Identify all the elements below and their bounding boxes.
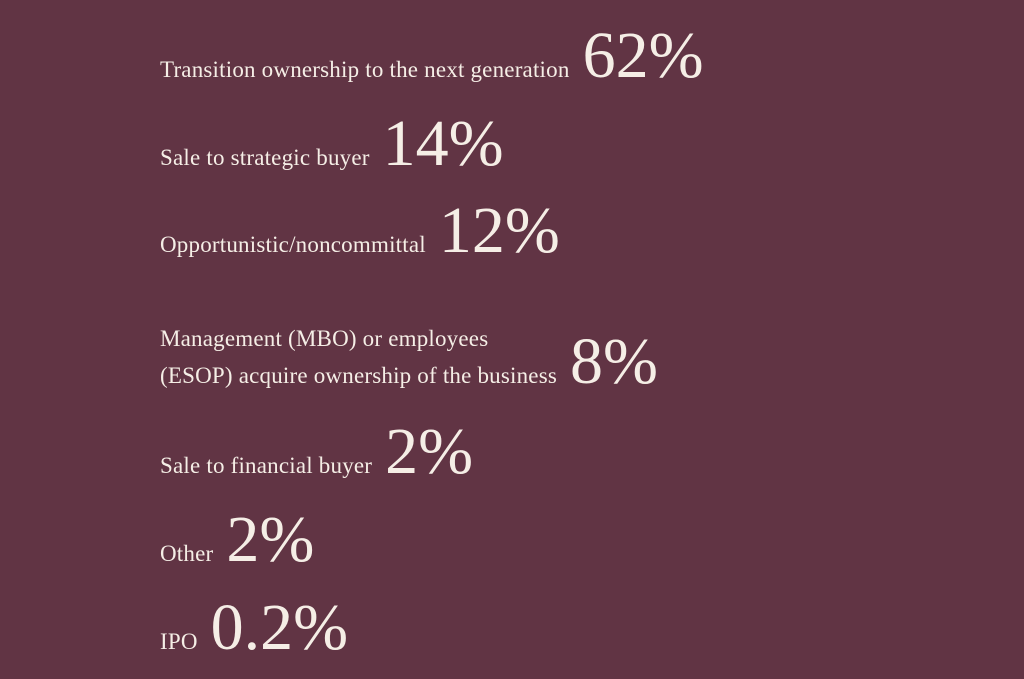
stat-row: Transition ownership to the next generat… [160, 23, 984, 90]
stat-label: IPO [160, 629, 198, 654]
stat-label: Sale to financial buyer [160, 453, 373, 478]
stat-label: Sale to strategic buyer [160, 145, 370, 170]
stat-label: Management (MBO) or employees (ESOP) acq… [160, 326, 558, 388]
stat-value: 62% [582, 19, 704, 92]
stat-value: 2% [226, 503, 315, 576]
stat-value: 12% [438, 194, 560, 267]
stat-row: Management (MBO) or employees (ESOP) acq… [160, 322, 984, 396]
stat-row: Opportunistic/noncommittal 12% [160, 198, 984, 265]
stat-row: IPO 0.2% [160, 595, 984, 662]
stat-label: Transition ownership to the next generat… [160, 57, 570, 82]
stat-label: Other [160, 541, 214, 566]
stat-value: 2% [385, 415, 474, 488]
stat-row: Other 2% [160, 507, 984, 574]
stat-value: 0.2% [210, 591, 349, 664]
stat-row: Sale to strategic buyer 14% [160, 111, 984, 178]
stat-label: Opportunistic/noncommittal [160, 232, 426, 257]
stat-value: 8% [570, 325, 658, 398]
stat-row: Sale to financial buyer 2% [160, 419, 984, 486]
stat-value: 14% [382, 107, 504, 180]
